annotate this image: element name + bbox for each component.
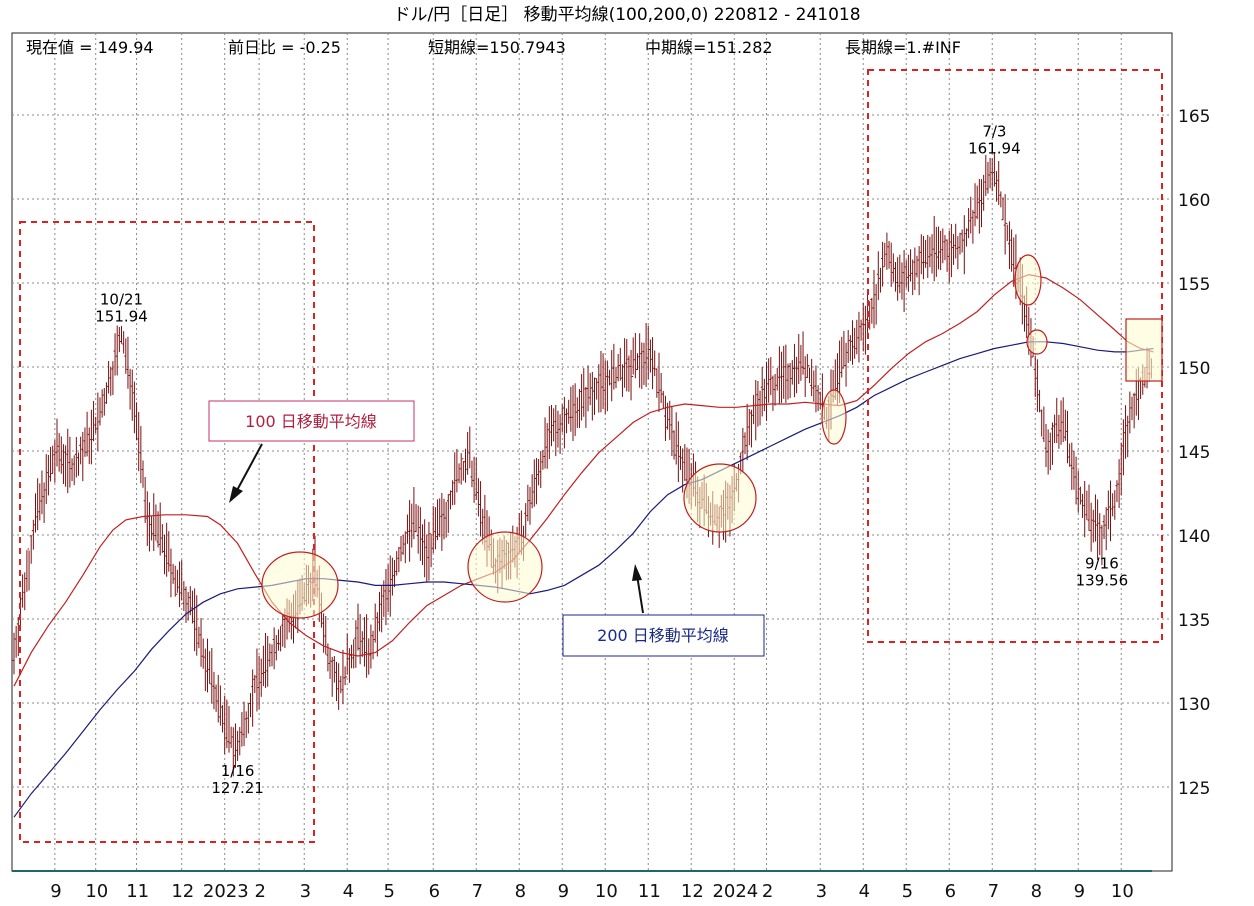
x-tick-label: 11 [126, 881, 149, 902]
annotation-value: 139.56 [1076, 571, 1129, 589]
annotation-value: 151.94 [95, 307, 148, 325]
annotation-value: 127.21 [211, 779, 264, 797]
range-box-left [19, 221, 315, 843]
cross-circle-6 [1026, 329, 1048, 355]
x-tick-label: 4 [859, 881, 870, 902]
ma100-label: 100 日移動平均線 [245, 412, 377, 431]
x-tick-label: 3 [300, 881, 311, 902]
y-tick-label: 145 [1178, 443, 1210, 463]
ma-line-0 [13, 273, 1154, 687]
y-tick-label: 165 [1178, 107, 1210, 127]
y-tick-label: 140 [1178, 527, 1210, 547]
stat-mid: 中期線=151.282 [645, 38, 773, 57]
y-tick-label: 150 [1178, 359, 1210, 379]
x-tick-label: 10 [1111, 881, 1134, 902]
ma200-label-box [562, 614, 765, 657]
x-axis: 9 10 11 12 2023 2 3 4 5 6 7 8 9 10 11 12 2024 2 3 4 5 6 7 8 9 10 [50, 881, 1134, 902]
x-tick-label: 11 [638, 881, 661, 902]
x-tick-label: 9 [50, 881, 61, 902]
stat-change: 前日比 = -0.25 [228, 38, 341, 57]
x-tick-label: 4 [343, 881, 354, 902]
ma100-arrowhead [229, 486, 243, 503]
plot-frame [11, 32, 1173, 872]
x-tick-label: 2 [254, 881, 265, 902]
annotation-date: 9/16 [1085, 554, 1119, 572]
x-tick-label: 2 [762, 881, 773, 902]
ma200-arrowhead [632, 564, 642, 581]
x-tick-label: 5 [902, 881, 913, 902]
y-tick-label: 160 [1178, 191, 1210, 211]
x-tick-label: 12 [681, 881, 704, 902]
cross-circle-5 [1014, 254, 1042, 306]
latest-box [1125, 318, 1163, 382]
range-box-right [867, 69, 1163, 643]
cross-circle-1 [261, 551, 339, 619]
annotation-date: 1/16 [221, 762, 255, 780]
price-series [12, 152, 1152, 777]
ma-line-1 [13, 341, 1154, 818]
y-tick-label: 155 [1178, 275, 1210, 295]
x-tick-label: 10 [595, 881, 618, 902]
x-tick-label: 8 [1031, 881, 1042, 902]
annotation-date: 10/21 [100, 290, 143, 308]
x-tick-label: 3 [816, 881, 827, 902]
x-tick-label: 8 [515, 881, 526, 902]
ma200-label: 200 日移動平均線 [597, 626, 729, 645]
x-tick-label: 9 [1074, 881, 1085, 902]
ma100-arrow [234, 443, 263, 495]
x-tick-label: 9 [558, 881, 569, 902]
y-tick-label: 125 [1178, 779, 1210, 799]
x-tick-label: 10 [85, 881, 108, 902]
x-tick-label: 6 [429, 881, 440, 902]
x-tick-label: 12 [171, 881, 194, 902]
stat-current: 現在値 = 149.94 [26, 38, 154, 57]
chart-title: ドル/円［日足］ 移動平均線(100,200,0) 220812 - 24101… [393, 5, 860, 25]
grid [12, 33, 1172, 871]
x-tick-label: 2023 [203, 881, 249, 902]
annotation-value: 161.94 [968, 139, 1021, 157]
y-tick-label: 130 [1178, 695, 1210, 715]
x-tick-label: 7 [988, 881, 999, 902]
x-tick-label: 7 [472, 881, 483, 902]
stat-long: 長期線=1.#INF [845, 38, 961, 57]
moving-averages [13, 273, 1154, 818]
ma100-label-box [208, 400, 415, 442]
y-axis: 125 130 135 140 145 150 155 160 165 [1178, 107, 1210, 799]
cross-circle-4 [821, 389, 847, 445]
annotation-date: 7/3 [982, 122, 1006, 140]
ma200-arrow [636, 574, 644, 614]
x-tick-label: 2024 [712, 881, 758, 902]
cross-circle-2 [467, 531, 543, 603]
y-tick-label: 135 [1178, 611, 1210, 631]
x-tick-label: 6 [945, 881, 956, 902]
stat-short: 短期線=150.7943 [428, 38, 566, 57]
cross-circle-3 [683, 463, 757, 533]
x-tick-label: 5 [383, 881, 394, 902]
